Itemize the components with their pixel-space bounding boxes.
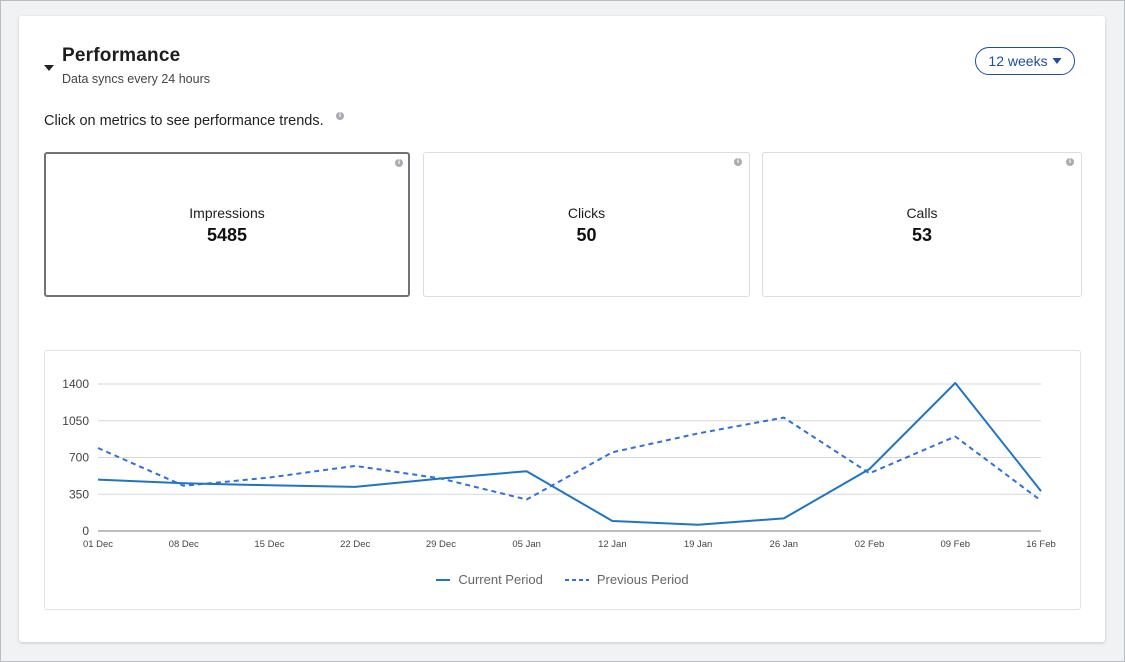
info-icon[interactable]: i bbox=[395, 159, 403, 167]
collapse-caret-icon[interactable] bbox=[43, 63, 55, 73]
x-tick-label: 05 Jan bbox=[512, 539, 541, 550]
metrics-hint: Click on metrics to see performance tren… bbox=[44, 113, 324, 129]
metric-card-calls[interactable]: i Calls 53 bbox=[762, 152, 1082, 297]
dashed-line-icon bbox=[564, 578, 589, 581]
info-icon[interactable]: i bbox=[734, 158, 742, 166]
y-tick-label: 1050 bbox=[62, 414, 89, 428]
x-tick-label: 08 Dec bbox=[169, 539, 199, 550]
x-tick-label: 29 Dec bbox=[426, 539, 456, 550]
x-tick-label: 22 Dec bbox=[340, 539, 370, 550]
trend-chart-plot: 0 350 700 1050 1400 01 Dec 08 Dec 15 Dec 22 Dec 2… bbox=[62, 377, 1056, 550]
sync-note: Data syncs every 24 hours bbox=[62, 72, 210, 86]
y-tick-label: 0 bbox=[82, 524, 89, 538]
chart-legend: Current Period Previous Period bbox=[45, 572, 1080, 587]
range-select-label: 12 weeks bbox=[988, 53, 1048, 69]
metric-value: 50 bbox=[576, 225, 597, 245]
trend-chart: 0 350 700 1050 1400 01 Dec 08 Dec 15 Dec 22 Dec 2… bbox=[44, 350, 1081, 610]
legend-item-current[interactable]: Current Period bbox=[436, 572, 543, 587]
x-tick-label: 15 Dec bbox=[254, 539, 284, 550]
metric-label: Impressions bbox=[189, 205, 265, 221]
metric-card-clicks[interactable]: i Clicks 50 bbox=[423, 152, 750, 297]
legend-item-previous[interactable]: Previous Period bbox=[564, 572, 689, 587]
metric-value: 5485 bbox=[206, 225, 248, 245]
legend-label: Previous Period bbox=[596, 572, 689, 587]
y-tick-label: 700 bbox=[69, 451, 89, 465]
previous-period-line bbox=[97, 416, 1042, 502]
range-select-button[interactable]: 12 weeks bbox=[975, 47, 1075, 75]
solid-line-icon bbox=[436, 578, 451, 581]
x-tick-label: 26 Jan bbox=[770, 539, 799, 550]
x-tick-label: 16 Feb bbox=[1026, 539, 1056, 550]
metric-card-impressions[interactable]: i Impressions 5485 bbox=[44, 152, 410, 297]
x-tick-label: 09 Feb bbox=[940, 539, 970, 550]
metric-label: Clicks bbox=[567, 205, 606, 221]
metric-value: 53 bbox=[911, 225, 933, 245]
x-tick-label: 19 Jan bbox=[684, 539, 713, 550]
metric-label: Calls bbox=[906, 205, 938, 221]
info-icon[interactable]: i bbox=[336, 112, 344, 120]
x-tick-label: 12 Jan bbox=[598, 539, 627, 550]
x-tick-label: 02 Feb bbox=[855, 539, 885, 550]
y-tick-label: 350 bbox=[69, 487, 89, 501]
section-title: Performance bbox=[62, 45, 181, 66]
x-tick-label: 01 Dec bbox=[83, 539, 113, 550]
legend-label: Current Period bbox=[458, 572, 543, 587]
y-tick-label: 1400 bbox=[62, 377, 89, 391]
current-period-line bbox=[97, 382, 1042, 526]
performance-card: Performance Data syncs every 24 hours 12… bbox=[19, 16, 1105, 642]
info-icon[interactable]: i bbox=[1066, 158, 1074, 166]
caret-down-icon bbox=[1052, 58, 1062, 64]
